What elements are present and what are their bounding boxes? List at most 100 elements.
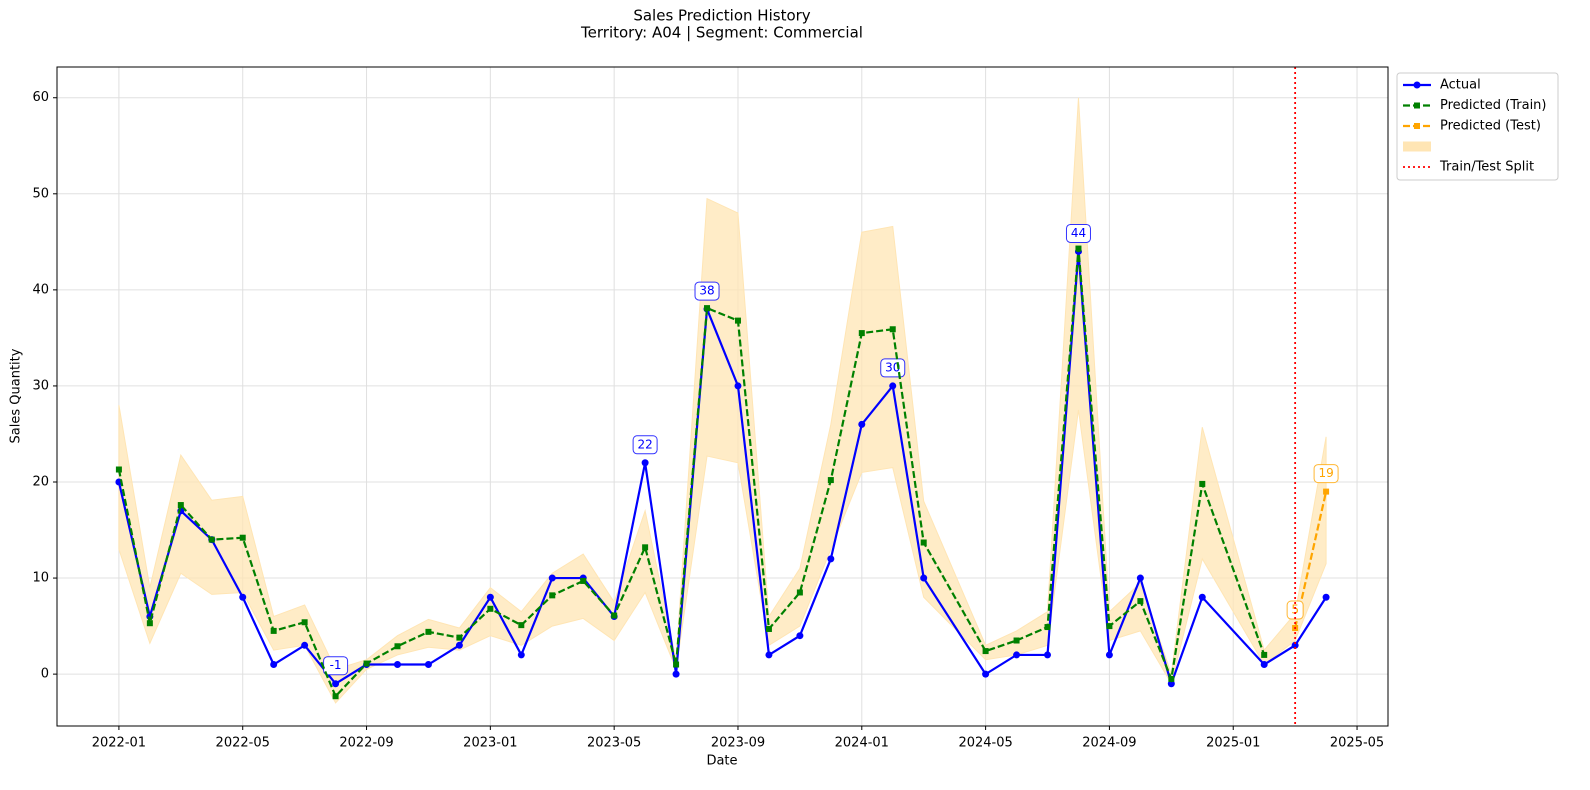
annotation: 30: [885, 360, 900, 374]
annotation: 22: [637, 437, 652, 451]
y-tick-label: 0: [41, 667, 49, 682]
data-point: [1198, 593, 1206, 601]
y-tick-label: 10: [32, 571, 49, 586]
data-point: [549, 592, 556, 599]
data-point: [796, 632, 804, 640]
data-point: [1323, 488, 1330, 495]
data-point: [734, 317, 741, 324]
legend-swatch: [1403, 141, 1431, 152]
data-point: [827, 477, 834, 484]
data-point: [394, 643, 401, 650]
y-tick-label: 60: [32, 90, 49, 105]
data-point: [889, 326, 896, 333]
legend-marker: [1414, 102, 1420, 109]
data-point: [177, 502, 184, 509]
data-point: [858, 330, 865, 337]
data-point: [920, 539, 927, 546]
data-point: [270, 661, 278, 669]
data-point: [1136, 574, 1144, 582]
data-point: [1105, 651, 1113, 659]
x-tick-label: 2023-09: [711, 736, 765, 751]
data-point: [1013, 651, 1021, 659]
data-point: [704, 305, 711, 312]
x-tick-label: 2024-05: [958, 736, 1012, 751]
data-point: [363, 660, 370, 667]
data-point: [1075, 245, 1082, 252]
data-point: [765, 625, 772, 632]
plot-frame: [56, 66, 1389, 727]
data-point: [146, 620, 153, 627]
data-point: [642, 544, 649, 551]
annotation-box: [694, 281, 720, 301]
data-point: [1168, 675, 1175, 682]
y-tick-label: 50: [32, 186, 49, 201]
x-tick-label: 2023-01: [463, 736, 517, 751]
data-point: [332, 680, 340, 688]
annotation-box: [1313, 464, 1339, 484]
data-point: [487, 605, 494, 612]
y-axis-label: Sales Quantity: [9, 348, 24, 443]
legend-label: Train/Test Split: [1439, 160, 1534, 175]
legend-box: [1396, 72, 1559, 181]
legend-marker: [1413, 81, 1421, 89]
data-point: [239, 593, 247, 601]
data-point: [332, 693, 339, 700]
data-point: [301, 641, 309, 649]
y-tick-label: 20: [32, 474, 49, 489]
data-point: [672, 670, 680, 678]
legend-label: Actual: [1440, 78, 1481, 93]
series-line: [117, 248, 1266, 699]
x-tick-label: 2025-01: [1206, 736, 1260, 751]
data-point: [239, 534, 246, 541]
data-point: [982, 648, 989, 655]
data-point: [208, 536, 215, 543]
x-tick-label: 2025-05: [1330, 736, 1384, 751]
data-point: [456, 634, 463, 641]
data-point: [1044, 651, 1052, 659]
data-point: [765, 651, 773, 659]
data-point: [486, 593, 494, 601]
data-point: [270, 627, 277, 634]
chart-title: Sales Prediction History: [633, 7, 810, 25]
x-tick-label: 2024-09: [1082, 736, 1136, 751]
x-tick-label: 2022-09: [339, 736, 393, 751]
annotation-box: [1286, 600, 1304, 620]
data-point: [393, 661, 401, 669]
data-point: [518, 622, 525, 629]
x-tick-label: 2022-05: [216, 736, 270, 751]
data-point: [425, 628, 432, 635]
x-tick-label: 2024-01: [835, 736, 889, 751]
y-tick-label: 30: [32, 378, 49, 393]
data-point: [858, 420, 866, 428]
legend-marker: [1414, 123, 1420, 129]
data-point: [982, 670, 990, 678]
annotation: 44: [1071, 226, 1086, 240]
data-point: [115, 466, 122, 473]
data-point: [1137, 598, 1144, 605]
data-point: [424, 661, 432, 669]
data-point: [734, 382, 742, 390]
legend-label: Predicted (Train): [1440, 98, 1547, 113]
data-point: [301, 619, 308, 626]
data-point: [455, 641, 463, 649]
annotation-box: [632, 435, 658, 455]
chart-subtitle: Territory: A04 | Segment: Commercial: [580, 24, 863, 42]
x-tick-label: 2023-05: [587, 736, 641, 751]
annotation: 5: [1291, 603, 1299, 617]
data-point: [1044, 624, 1051, 631]
data-point: [580, 577, 587, 584]
annotation-box: [1065, 223, 1091, 243]
data-point: [1291, 641, 1299, 649]
data-point: [796, 589, 803, 596]
x-tick-label: 2022-01: [92, 736, 146, 751]
y-tick-label: 40: [32, 282, 49, 297]
data-point: [641, 459, 649, 467]
data-point: [1167, 680, 1175, 688]
data-point: [827, 555, 835, 563]
data-point: [1106, 623, 1113, 630]
data-point: [1261, 651, 1268, 658]
x-axis-label: Date: [706, 754, 737, 769]
annotation: 19: [1318, 466, 1333, 480]
